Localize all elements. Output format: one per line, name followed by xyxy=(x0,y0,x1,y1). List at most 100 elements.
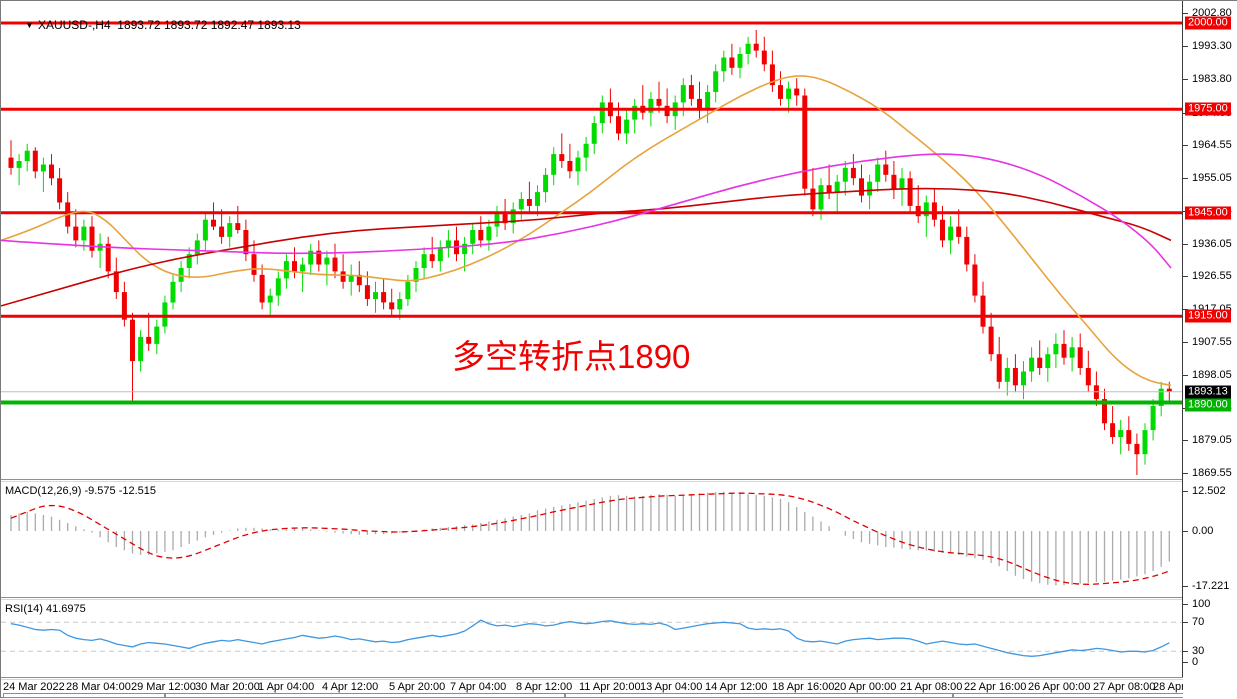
candle-bear xyxy=(980,295,986,327)
time-label: 27 Apr 08:00 xyxy=(1093,681,1156,693)
candle-bear xyxy=(1037,357,1043,368)
candle-bear xyxy=(146,336,152,344)
price-line-label: 1975.00 xyxy=(1185,102,1231,116)
chevron-down-icon[interactable]: ▼ xyxy=(25,20,34,30)
time-label: 13 Apr 04:00 xyxy=(640,681,703,693)
price-line-label: 2000.00 xyxy=(1185,16,1231,30)
time-label: 21 Apr 08:00 xyxy=(900,681,963,693)
candle-bull xyxy=(275,278,281,296)
macd-chart-svg[interactable] xyxy=(1,482,1182,597)
candle-bull xyxy=(348,274,354,282)
candle-bull xyxy=(405,281,411,300)
candle-bull xyxy=(1142,430,1148,455)
candle-bear xyxy=(753,43,759,51)
price-line-label: 1893.13 xyxy=(1185,385,1231,399)
candle-bear xyxy=(915,205,921,217)
axis-tick xyxy=(1183,276,1188,277)
price-panel[interactable]: ▼ XAUUSD-,H4 1893.72 1893.72 1892.47 1893… xyxy=(1,1,1182,479)
candle-bear xyxy=(1110,423,1116,437)
axis-tick xyxy=(1183,586,1188,587)
candle-bull xyxy=(162,302,168,327)
candle-bull xyxy=(462,243,468,255)
rsi-chart-svg[interactable] xyxy=(1,600,1182,677)
candle-bear xyxy=(1102,399,1107,424)
bottom-border-segment xyxy=(3,693,165,698)
candle-bull xyxy=(510,209,516,224)
candle-bear xyxy=(794,88,800,96)
candle-bull xyxy=(186,254,192,268)
candle-bear xyxy=(478,230,484,241)
candle-bear xyxy=(656,98,662,106)
candle-bull xyxy=(1158,388,1164,406)
time-label: 24 Mar 2022 xyxy=(3,681,65,693)
candle-bull xyxy=(421,254,427,268)
axis-tick xyxy=(1183,662,1188,663)
candle-bear xyxy=(32,150,38,172)
candle-bull xyxy=(202,219,208,241)
candle-bear xyxy=(113,271,119,293)
candle-bear xyxy=(121,292,127,320)
axis-tick-label: 1983.80 xyxy=(1192,72,1232,85)
candle-bull xyxy=(632,105,638,120)
candle-bear xyxy=(316,250,322,265)
price-line-label: 1945.00 xyxy=(1185,206,1231,220)
chart-header: ▼ XAUUSD-,H4 1893.72 1893.72 1892.47 1893… xyxy=(5,4,301,46)
axis-tick xyxy=(1183,651,1188,652)
candle-bull xyxy=(1045,354,1051,368)
candle-bear xyxy=(340,271,346,282)
candle-bull xyxy=(867,181,873,196)
candle-bull xyxy=(599,102,605,124)
axis-tick-label: 1879.05 xyxy=(1192,434,1232,447)
candle-bear xyxy=(1134,443,1140,455)
axis-tick-label: 70 xyxy=(1192,616,1205,628)
axis-tick-label: 2002.80 xyxy=(1192,7,1232,20)
candle-bull xyxy=(413,268,419,282)
time-axis: 24 Mar 2022 28 Mar 04:00 29 Mar 12:00 30 Ma… xyxy=(1,680,1237,694)
candle-bear xyxy=(259,274,265,303)
time-label: 11 Apr 20:00 xyxy=(579,681,641,693)
candle-bear xyxy=(502,212,508,224)
panel-separator[interactable] xyxy=(1,479,1236,482)
candle-bull xyxy=(227,223,233,237)
ma-magenta-line xyxy=(1,153,1172,269)
candle-bear xyxy=(956,226,962,237)
panel-separator[interactable] xyxy=(1,597,1236,600)
candle-bull xyxy=(551,154,557,175)
panel-separator[interactable] xyxy=(1,677,1236,680)
candle-bear xyxy=(1061,343,1067,358)
price-chart-svg[interactable] xyxy=(1,1,1182,479)
candle-bear xyxy=(761,50,767,65)
axis-tick xyxy=(1183,309,1188,310)
candle-bull xyxy=(1029,357,1035,372)
candle-bull xyxy=(834,181,840,192)
bottom-border xyxy=(1,693,1237,699)
candle-bear xyxy=(567,161,573,172)
axis-tick-label: 1898.05 xyxy=(1192,368,1232,381)
candle-bear xyxy=(729,57,735,68)
time-label: 29 Mar 12:00 xyxy=(131,681,196,693)
candle-bull xyxy=(535,192,540,206)
axis-tick xyxy=(1183,604,1188,605)
axis-tick-label: 1869.55 xyxy=(1192,467,1232,480)
candle-bear xyxy=(826,185,832,193)
axis-tick-label: 1936.05 xyxy=(1192,237,1232,250)
candle-bear xyxy=(850,167,856,179)
candle-bear xyxy=(778,85,783,99)
candle-bear xyxy=(8,157,14,168)
rsi-panel[interactable]: RSI(14) 41.6975 xyxy=(1,600,1182,677)
candle-bull xyxy=(154,326,160,344)
candle-bear xyxy=(49,164,54,179)
time-label: 22 Apr 16:00 xyxy=(964,681,1027,693)
axis-tick xyxy=(1183,473,1188,474)
candle-bear xyxy=(105,243,111,272)
axis-tick-label: 1993.30 xyxy=(1192,40,1232,53)
macd-panel[interactable]: MACD(12,26,9) -9.575 -12.515 xyxy=(1,482,1182,597)
candle-bull xyxy=(373,292,378,299)
candle-bear xyxy=(57,178,63,203)
candle-bull xyxy=(1150,406,1156,431)
candle-bear xyxy=(381,292,387,303)
axis-tick-label: 12.502 xyxy=(1192,485,1226,497)
axis-tick-label: 1926.55 xyxy=(1192,270,1232,283)
candle-bull xyxy=(721,57,727,72)
